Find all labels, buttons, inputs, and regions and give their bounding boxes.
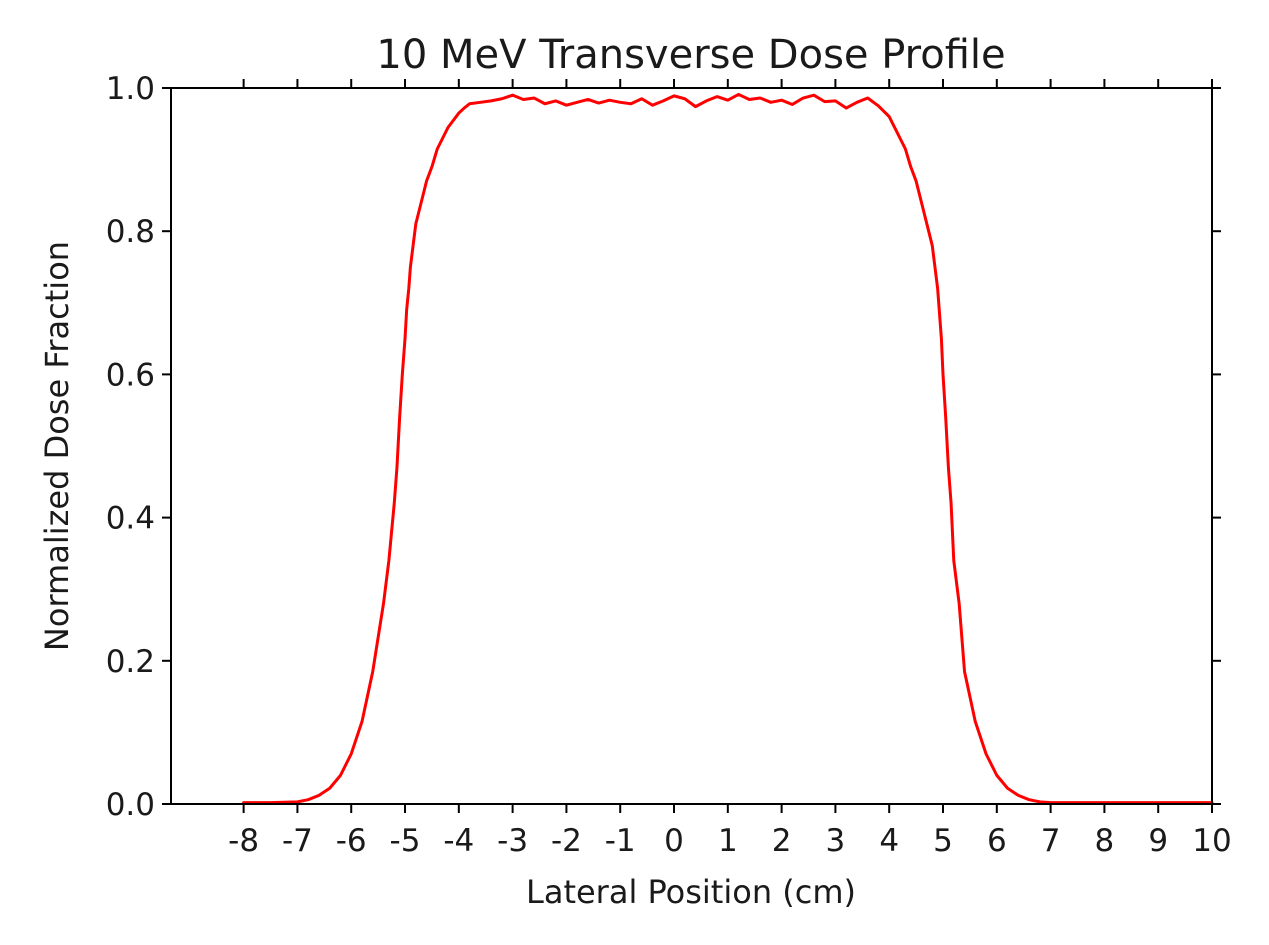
x-tick-label: -1 <box>605 823 636 859</box>
x-tick-label: -5 <box>390 823 421 859</box>
x-tick-label: 4 <box>879 823 899 859</box>
plot-frame <box>170 87 1213 805</box>
x-tick-label: 1 <box>718 823 738 859</box>
y-tick-label: 0.6 <box>106 357 155 393</box>
x-tick-label: 0 <box>664 823 684 859</box>
plot-area: -8 -7 -6 -5 -4 -3 -2 -1 0 1 2 3 4 5 6 7 8 9 10 0.0 0.2 0.4 0.6… <box>106 71 1232 859</box>
y-tick-label: 0.4 <box>106 501 155 537</box>
x-tick-label: 3 <box>826 823 846 859</box>
x-tick-label: -6 <box>336 823 367 859</box>
y-tick-label: 1.0 <box>106 71 155 107</box>
series-line-0 <box>242 92 1214 805</box>
y-tick-label: 0.0 <box>106 787 155 823</box>
chart-title: 10 MeV Transverse Dose Profile <box>376 32 1005 78</box>
x-tick-label: 10 <box>1192 823 1231 859</box>
x-tick-label: 2 <box>772 823 792 859</box>
x-tick-label: -2 <box>551 823 582 859</box>
x-tick-label: 6 <box>987 823 1007 859</box>
y-tick-label: 0.2 <box>106 644 155 680</box>
x-tick-label: 8 <box>1095 823 1115 859</box>
x-tick-label: -3 <box>497 823 528 859</box>
x-tick-label: 9 <box>1148 823 1168 859</box>
x-tick-label: -8 <box>228 823 259 859</box>
y-axis-label: Normalized Dose Fraction <box>38 241 76 651</box>
y-tick-label: 0.8 <box>106 214 155 250</box>
x-axis-label: Lateral Position (cm) <box>526 873 856 911</box>
x-tick-label: 5 <box>933 823 953 859</box>
x-tick-label: -4 <box>443 823 474 859</box>
x-tick-label: -7 <box>282 823 313 859</box>
x-tick-label: 7 <box>1041 823 1061 859</box>
